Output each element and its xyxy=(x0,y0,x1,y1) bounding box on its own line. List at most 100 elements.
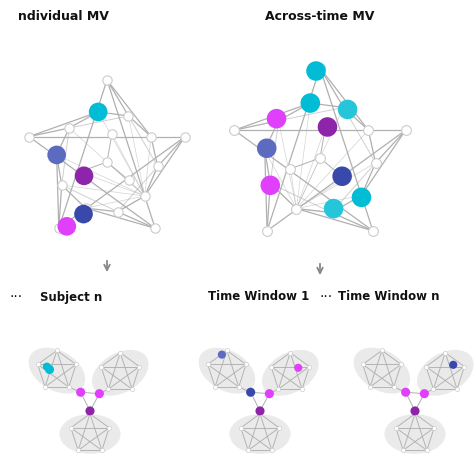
Point xyxy=(117,349,124,356)
Point xyxy=(97,363,105,370)
Point xyxy=(264,227,271,235)
Point xyxy=(86,410,94,418)
Point xyxy=(103,76,111,84)
Point xyxy=(287,165,294,173)
Point xyxy=(298,385,306,393)
Point xyxy=(453,385,461,393)
Ellipse shape xyxy=(92,350,148,396)
Point xyxy=(76,168,84,175)
Point xyxy=(128,385,136,393)
Point xyxy=(316,64,324,72)
Point xyxy=(358,193,365,201)
Point xyxy=(275,424,283,431)
Point xyxy=(322,123,329,131)
Ellipse shape xyxy=(199,347,255,393)
Text: Time Window n: Time Window n xyxy=(338,291,439,303)
Point xyxy=(65,124,73,132)
Point xyxy=(392,424,400,431)
Point xyxy=(55,225,63,232)
Point xyxy=(286,349,294,356)
Point xyxy=(378,346,386,354)
Text: ndividual MV: ndividual MV xyxy=(18,10,109,23)
Point xyxy=(80,210,87,218)
Point xyxy=(306,363,313,370)
Ellipse shape xyxy=(229,414,291,454)
Point xyxy=(423,447,431,454)
Text: ···: ··· xyxy=(10,290,23,304)
Point xyxy=(204,361,211,368)
Point xyxy=(265,390,273,398)
Point xyxy=(366,383,374,391)
Point xyxy=(307,99,314,107)
Point xyxy=(103,158,111,166)
Point xyxy=(74,447,82,454)
Point xyxy=(261,146,269,154)
Point xyxy=(53,346,61,354)
Point xyxy=(80,172,88,180)
Point xyxy=(422,363,430,370)
Point xyxy=(441,349,449,356)
Ellipse shape xyxy=(384,414,446,454)
Point xyxy=(72,361,80,368)
Point xyxy=(105,385,112,393)
Point xyxy=(411,407,419,415)
Point xyxy=(237,424,245,431)
Point xyxy=(344,106,351,113)
Point xyxy=(263,145,271,152)
Point xyxy=(25,133,33,140)
Point xyxy=(340,104,347,111)
Point xyxy=(34,361,42,368)
Point xyxy=(449,361,457,369)
Point xyxy=(105,424,113,431)
Point xyxy=(125,112,132,120)
Point xyxy=(461,363,468,370)
Point xyxy=(45,365,53,373)
Point xyxy=(82,204,89,212)
Point xyxy=(136,363,143,370)
Point xyxy=(181,133,189,140)
Point xyxy=(256,407,264,415)
Point xyxy=(307,99,314,107)
Point xyxy=(94,108,102,116)
Point xyxy=(53,151,61,159)
Point xyxy=(358,191,365,199)
Point xyxy=(324,123,331,131)
Point xyxy=(328,209,336,216)
Point xyxy=(430,424,438,431)
Point xyxy=(86,407,94,415)
Ellipse shape xyxy=(354,347,410,393)
Point xyxy=(312,67,320,75)
Point xyxy=(275,117,283,125)
Point xyxy=(402,127,410,134)
Point xyxy=(98,447,106,454)
Point xyxy=(420,390,428,398)
Point xyxy=(96,390,103,398)
Point xyxy=(53,151,61,159)
Ellipse shape xyxy=(59,414,120,454)
Point xyxy=(411,410,419,418)
Point xyxy=(274,385,282,393)
Point xyxy=(267,363,275,370)
Ellipse shape xyxy=(28,347,85,393)
Point xyxy=(400,447,407,454)
Point xyxy=(266,182,274,189)
Point xyxy=(330,205,337,212)
Text: Time Window 1: Time Window 1 xyxy=(208,291,309,303)
Point xyxy=(266,180,274,187)
Point xyxy=(125,177,133,184)
Point xyxy=(338,173,346,180)
Point xyxy=(369,227,377,235)
Point xyxy=(359,361,366,368)
Point xyxy=(151,225,159,232)
Point xyxy=(397,361,405,368)
Point xyxy=(67,424,74,431)
Point xyxy=(231,127,238,134)
Point xyxy=(256,410,264,418)
Point xyxy=(429,385,437,393)
Point xyxy=(141,192,148,200)
Point xyxy=(114,208,121,216)
Text: Across-time MV: Across-time MV xyxy=(265,10,374,23)
Ellipse shape xyxy=(417,350,474,396)
Point xyxy=(268,447,276,454)
Point xyxy=(218,351,226,358)
